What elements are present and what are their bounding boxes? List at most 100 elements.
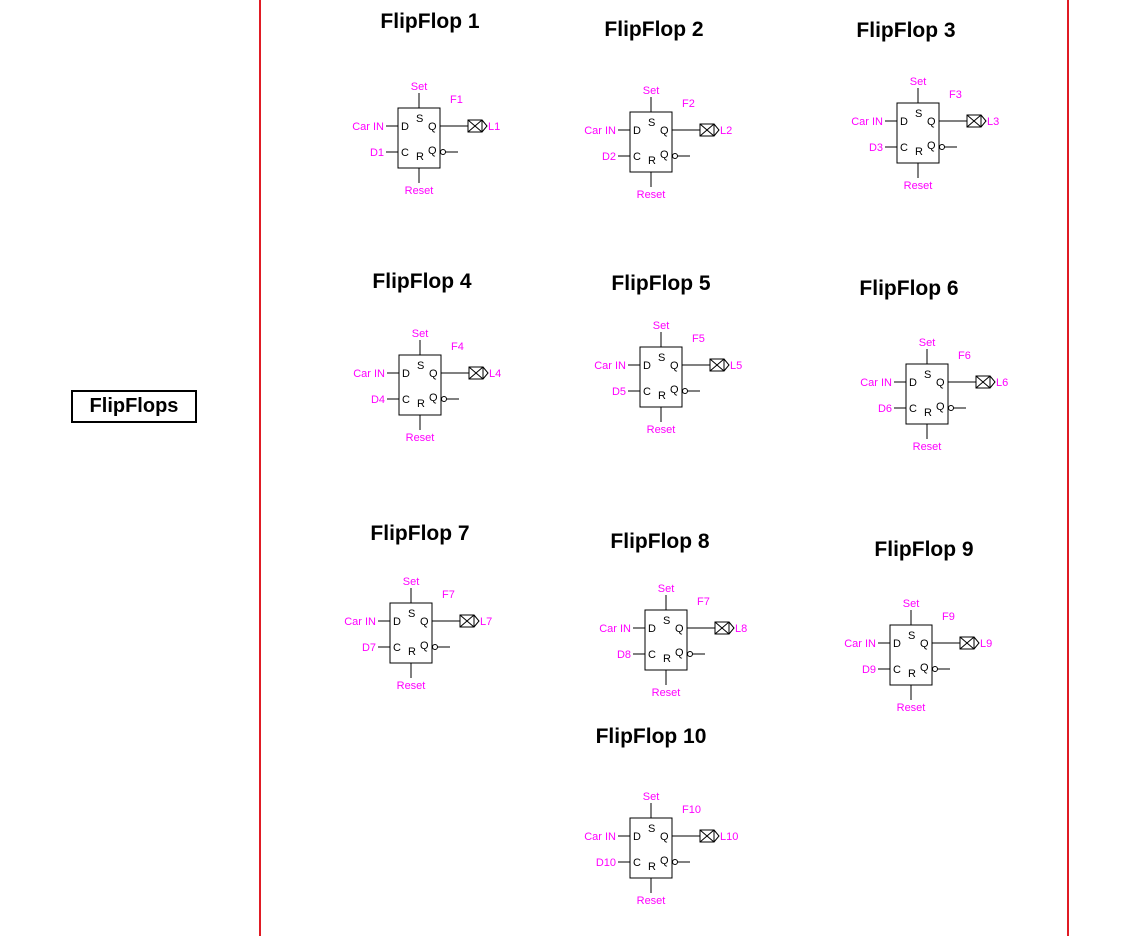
pin-q: Q bbox=[660, 831, 669, 843]
output-label: L7 bbox=[480, 616, 492, 628]
data-in-label: D9 bbox=[862, 664, 876, 676]
sheet-frame bbox=[259, 0, 1069, 936]
set-label: Set bbox=[910, 76, 927, 88]
component-id-label: F9 bbox=[942, 611, 955, 623]
reset-label: Reset bbox=[647, 424, 676, 436]
pin-c: C bbox=[643, 386, 651, 398]
flipflop-body[interactable] bbox=[905, 363, 949, 425]
reset-label: Reset bbox=[405, 185, 434, 197]
pin-q-bar: Q bbox=[920, 662, 929, 674]
component-id-label: F3 bbox=[949, 89, 962, 101]
flipflop-body[interactable] bbox=[644, 609, 688, 671]
pin-s: S bbox=[658, 352, 665, 364]
set-label: Set bbox=[903, 598, 920, 610]
inverter-bubble bbox=[432, 644, 438, 650]
data-in-label: D1 bbox=[370, 147, 384, 159]
pin-r: R bbox=[663, 653, 671, 665]
data-in-label: D2 bbox=[602, 151, 616, 163]
flipflop-body[interactable] bbox=[398, 354, 442, 416]
pin-d: D bbox=[402, 368, 410, 380]
flipflop-body[interactable] bbox=[629, 111, 673, 173]
output-label: L10 bbox=[720, 831, 738, 843]
lamp-tip bbox=[723, 358, 730, 372]
pin-q-bar: Q bbox=[420, 640, 429, 652]
set-label: Set bbox=[919, 337, 936, 349]
reset-label: Reset bbox=[397, 680, 426, 692]
pin-c: C bbox=[633, 151, 641, 163]
lamp-cross bbox=[959, 636, 975, 650]
component-id-label: F6 bbox=[958, 350, 971, 362]
car-in-label: Car IN bbox=[851, 116, 883, 128]
pin-r: R bbox=[915, 146, 923, 158]
component-id-label: F4 bbox=[451, 341, 464, 353]
pin-s: S bbox=[408, 608, 415, 620]
lamp-cross bbox=[699, 829, 715, 843]
lamp-tip bbox=[728, 621, 735, 635]
inverter-bubble bbox=[932, 666, 938, 672]
pin-r: R bbox=[648, 155, 656, 167]
flipflop-title: FlipFlop 10 bbox=[595, 725, 707, 748]
reset-label: Reset bbox=[897, 702, 926, 714]
pin-q: Q bbox=[420, 616, 429, 628]
inverter-bubble bbox=[440, 149, 446, 155]
component-id-label: F5 bbox=[692, 333, 705, 345]
inverter-bubble bbox=[939, 144, 945, 150]
car-in-label: Car IN bbox=[353, 368, 385, 380]
flipflop-body[interactable] bbox=[889, 624, 933, 686]
car-in-label: Car IN bbox=[860, 377, 892, 389]
pin-q-bar: Q bbox=[429, 392, 438, 404]
data-in-label: D6 bbox=[878, 403, 892, 415]
output-label: L5 bbox=[730, 360, 742, 372]
reset-label: Reset bbox=[904, 180, 933, 192]
set-label: Set bbox=[411, 81, 428, 93]
pin-d: D bbox=[648, 623, 656, 635]
flipflop-title: FlipFlop 4 bbox=[372, 270, 472, 293]
flipflop-title: FlipFlop 7 bbox=[370, 522, 470, 545]
pin-q-bar: Q bbox=[660, 149, 669, 161]
lamp-cross bbox=[459, 614, 475, 628]
set-label: Set bbox=[643, 85, 660, 97]
data-in-label: D3 bbox=[869, 142, 883, 154]
lamp-cross bbox=[709, 358, 725, 372]
flipflop-body[interactable] bbox=[397, 107, 441, 169]
set-label: Set bbox=[643, 791, 660, 803]
lamp-cross bbox=[975, 375, 991, 389]
pin-d: D bbox=[909, 377, 917, 389]
flipflops-group-label[interactable]: FlipFlops bbox=[71, 390, 197, 423]
lamp-tip bbox=[713, 123, 720, 137]
pin-q: Q bbox=[429, 368, 438, 380]
pin-q-bar: Q bbox=[936, 401, 945, 413]
reset-label: Reset bbox=[913, 441, 942, 453]
lamp-tip bbox=[481, 119, 488, 133]
pin-q-bar: Q bbox=[670, 384, 679, 396]
data-in-label: D10 bbox=[596, 857, 616, 869]
output-label: L1 bbox=[488, 121, 500, 133]
pin-c: C bbox=[401, 147, 409, 159]
pin-q-bar: Q bbox=[675, 647, 684, 659]
car-in-label: Car IN bbox=[594, 360, 626, 372]
lamp-cross bbox=[699, 123, 715, 137]
pin-q: Q bbox=[936, 377, 945, 389]
flipflop-body[interactable] bbox=[629, 817, 673, 879]
pin-q: Q bbox=[920, 638, 929, 650]
lamp-tip bbox=[989, 375, 996, 389]
pin-d: D bbox=[633, 125, 641, 137]
inverter-bubble bbox=[682, 388, 688, 394]
flipflop-title: FlipFlop 1 bbox=[380, 10, 480, 33]
pin-s: S bbox=[417, 360, 424, 372]
component-id-label: F2 bbox=[682, 98, 695, 110]
flipflop-title: FlipFlop 3 bbox=[856, 19, 956, 42]
pin-q-bar: Q bbox=[428, 145, 437, 157]
car-in-label: Car IN bbox=[352, 121, 384, 133]
set-label: Set bbox=[653, 320, 670, 332]
